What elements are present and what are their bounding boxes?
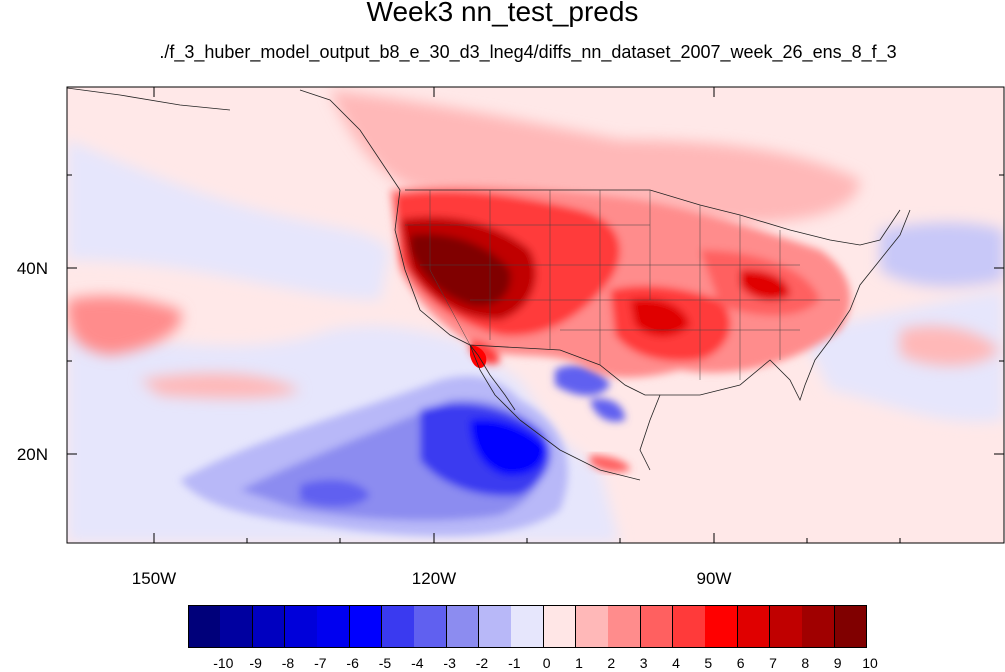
colorbar-label: 3: [639, 655, 648, 671]
colorbar-label: -8: [281, 655, 295, 671]
colorbar-cell: [317, 605, 351, 648]
colorbar-cell: [640, 605, 674, 648]
colorbar-label: 9: [833, 655, 842, 671]
plot-title: Week3 nn_test_preds: [366, 0, 639, 27]
colorbar-label: 5: [704, 655, 713, 671]
lon-label-150w: 150W: [131, 569, 177, 588]
colorbar-cell: [349, 605, 383, 648]
colorbar-label: 10: [862, 655, 878, 671]
colorbar-cell: [220, 605, 254, 648]
colorbar: [188, 605, 868, 648]
colorbar-cell: [188, 605, 221, 648]
plot-subtitle: ./f_3_huber_model_output_b8_e_30_d3_lneg…: [159, 42, 897, 62]
colorbar-label: -7: [314, 655, 327, 671]
colorbar-label: 6: [736, 655, 745, 671]
axis-ticks: [67, 87, 1004, 543]
colorbar-label: 8: [801, 655, 810, 671]
colorbar-cell: [543, 605, 577, 648]
colorbar-label: -4: [411, 655, 424, 671]
colorbar-label: 7: [769, 655, 777, 671]
lat-label-20n: 20N: [16, 445, 48, 464]
lon-label-120w: 120W: [411, 569, 457, 588]
colorbar-label: 0: [542, 655, 551, 671]
colorbar-label: -9: [249, 655, 262, 671]
map-field: [67, 87, 1004, 543]
lon-label-90w: 90W: [696, 569, 732, 588]
colorbar-label: -2: [475, 655, 489, 671]
colorbar-frame: [188, 605, 867, 648]
colorbar-label: -5: [378, 655, 392, 671]
colorbar-label: 4: [672, 655, 680, 671]
colorbar-label: -6: [346, 655, 359, 671]
colorbar-label: -10: [213, 655, 234, 671]
colorbar-cell: [446, 605, 480, 648]
colorbar-label: -3: [443, 655, 456, 671]
colorbar-label: 1: [575, 655, 583, 671]
colorbar-cell: [737, 605, 771, 648]
colorbar-cell: [252, 605, 286, 648]
colorbar-cell: [834, 605, 868, 648]
colorbar-label: 2: [607, 655, 616, 671]
colorbar-cell: [511, 605, 545, 648]
lat-label-40n: 40N: [16, 259, 48, 278]
colorbar-label: -1: [508, 655, 521, 671]
colorbar-cell: [608, 605, 642, 648]
